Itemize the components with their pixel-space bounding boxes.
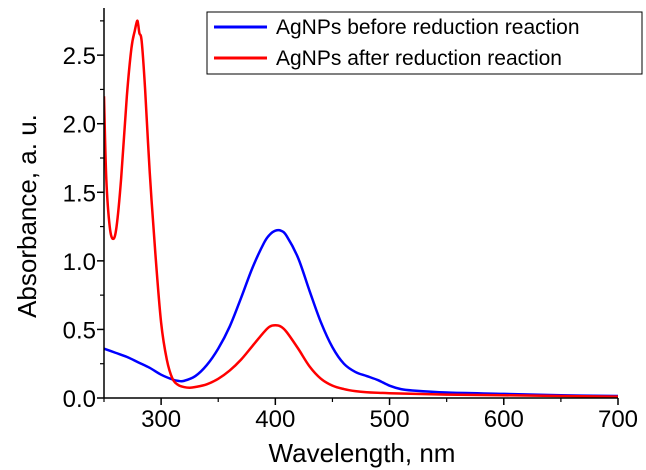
y-tick-label-0: 0.0 <box>63 386 96 413</box>
legend: AgNPs before reduction reaction AgNPs af… <box>206 11 643 75</box>
y-axis-title: Absorbance, a. u. <box>12 114 42 318</box>
y-tick-label-2: 1.0 <box>63 249 96 276</box>
x-axis-title: Wavelength, nm <box>269 438 456 468</box>
series-line-1 <box>104 19 618 398</box>
legend-box <box>206 11 643 75</box>
x-tick-label-400: 400 <box>255 406 295 433</box>
y-tick-label-3: 1.5 <box>63 180 96 207</box>
axes-layer <box>103 8 618 399</box>
x-tick-label-600: 600 <box>484 406 524 433</box>
ticks-layer: 300 400 500 600 700 0.0 0.5 1.0 1.5 2.0 2.5 <box>63 20 638 433</box>
legend-label-after: AgNPs after reduction reaction <box>276 47 562 70</box>
series-line-0 <box>104 228 618 398</box>
x-tick-label-300: 300 <box>141 406 181 433</box>
series-layer <box>104 19 618 398</box>
y-tick-label-4: 2.0 <box>63 112 96 139</box>
legend-label-before: AgNPs before reduction reaction <box>276 16 580 39</box>
x-tick-label-500: 500 <box>370 406 410 433</box>
x-tick-label-700: 700 <box>598 406 638 433</box>
y-tick-label-1: 0.5 <box>63 317 96 344</box>
y-tick-label-5: 2.5 <box>63 43 96 70</box>
